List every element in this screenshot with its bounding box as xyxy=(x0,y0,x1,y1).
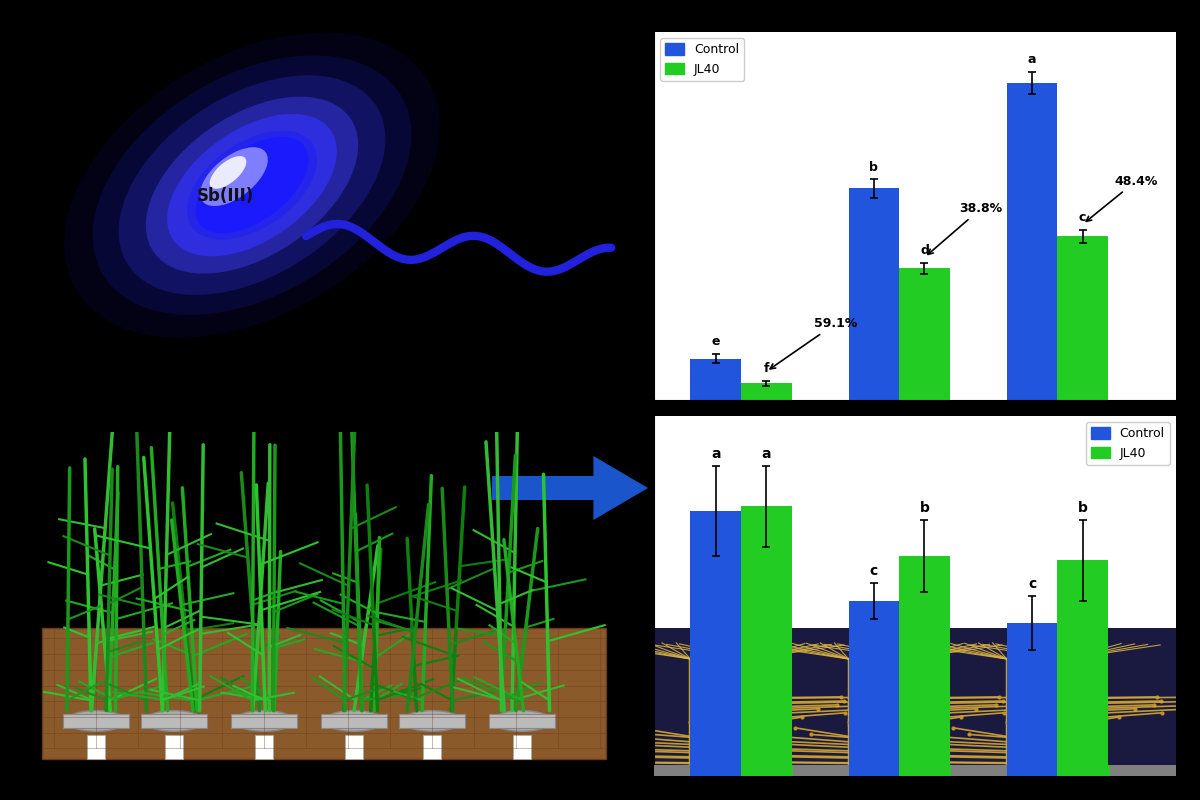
Ellipse shape xyxy=(492,710,552,731)
Text: c: c xyxy=(870,564,878,578)
Ellipse shape xyxy=(66,710,126,731)
Bar xyxy=(64,714,130,728)
Bar xyxy=(1007,623,1057,776)
Bar xyxy=(743,765,793,776)
Y-axis label: Panicle weight (g/pot): Panicle weight (g/pot) xyxy=(607,510,622,682)
Bar xyxy=(690,358,742,400)
Polygon shape xyxy=(492,456,648,520)
Ellipse shape xyxy=(200,147,268,206)
Text: a: a xyxy=(710,447,720,461)
Ellipse shape xyxy=(210,156,246,189)
Bar xyxy=(256,734,274,758)
Bar xyxy=(88,734,106,758)
Ellipse shape xyxy=(196,137,308,234)
Legend: Control, JL40: Control, JL40 xyxy=(660,38,744,81)
Text: 38.8%: 38.8% xyxy=(928,202,1002,254)
Bar xyxy=(848,188,899,400)
Bar xyxy=(899,269,950,400)
Bar xyxy=(322,714,388,728)
Bar xyxy=(654,627,1176,776)
Bar xyxy=(1057,236,1108,400)
Ellipse shape xyxy=(144,710,204,731)
Text: b: b xyxy=(919,501,930,515)
Ellipse shape xyxy=(187,130,317,239)
Text: c: c xyxy=(1079,211,1086,224)
Text: 48.4%: 48.4% xyxy=(1086,174,1158,222)
Bar xyxy=(514,734,530,758)
Text: f: f xyxy=(763,362,769,375)
Bar xyxy=(654,765,1176,776)
Bar xyxy=(1007,82,1057,400)
Ellipse shape xyxy=(92,55,412,314)
Text: c: c xyxy=(1028,578,1036,591)
Text: e: e xyxy=(712,335,720,349)
Bar xyxy=(166,734,182,758)
Ellipse shape xyxy=(402,710,462,731)
Bar xyxy=(1031,765,1082,776)
Text: b: b xyxy=(1078,501,1087,515)
Bar xyxy=(742,506,792,776)
Bar xyxy=(742,383,792,400)
Bar xyxy=(1058,765,1110,776)
Ellipse shape xyxy=(324,710,384,731)
Text: b: b xyxy=(870,161,878,174)
Bar xyxy=(232,714,298,728)
Text: Sb(III): Sb(III) xyxy=(197,186,253,205)
Title: Brown Rice: Brown Rice xyxy=(866,16,964,31)
Text: a: a xyxy=(762,447,772,461)
Text: 59.1%: 59.1% xyxy=(770,317,857,369)
Bar xyxy=(872,765,924,776)
Bar xyxy=(901,765,952,776)
Bar xyxy=(142,714,208,728)
Text: a: a xyxy=(1028,53,1037,66)
Ellipse shape xyxy=(234,710,294,731)
Bar xyxy=(1057,560,1108,776)
Ellipse shape xyxy=(146,97,358,274)
Bar xyxy=(42,628,606,758)
Bar xyxy=(490,714,554,728)
Bar xyxy=(848,601,899,776)
Bar xyxy=(346,734,364,758)
Bar xyxy=(690,510,742,776)
Text: d: d xyxy=(920,245,929,258)
Legend: Control, JL40: Control, JL40 xyxy=(1086,422,1170,465)
Bar xyxy=(714,765,767,776)
Ellipse shape xyxy=(64,33,440,338)
Bar xyxy=(424,734,442,758)
Ellipse shape xyxy=(119,75,385,295)
Bar xyxy=(398,714,466,728)
Title: accumulation in plants: accumulation in plants xyxy=(817,400,1013,415)
Ellipse shape xyxy=(167,114,337,256)
Bar xyxy=(899,555,950,776)
